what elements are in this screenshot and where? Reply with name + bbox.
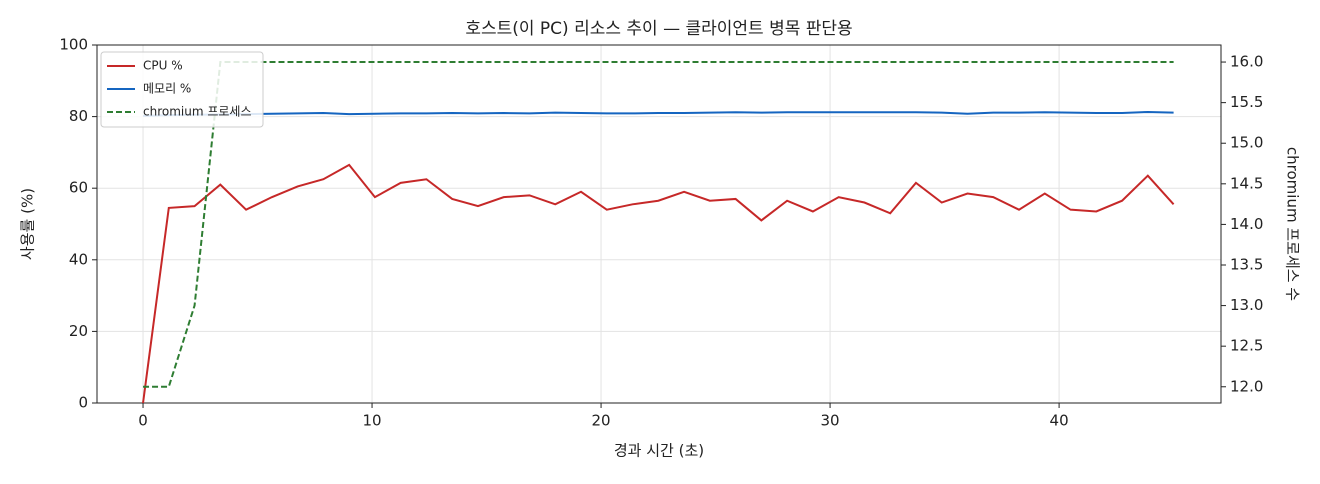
y-axis-label: 사용률 (%) — [19, 188, 37, 260]
y2-tick-label: 14.0 — [1230, 215, 1263, 233]
y-tick-label: 40 — [69, 250, 88, 268]
plot-frame — [96, 44, 1222, 404]
y-tick-label: 0 — [78, 394, 88, 412]
x-tick-label: 40 — [1050, 412, 1069, 430]
y2-tick-label: 12.0 — [1230, 377, 1263, 395]
y-tick-label: 80 — [69, 107, 88, 125]
series-line — [143, 110, 1174, 117]
y2-tick-label: 14.5 — [1230, 174, 1263, 192]
legend-label: 메모리 % — [143, 82, 191, 96]
legend-label: chromium 프로세스 — [143, 105, 252, 119]
legend-box — [100, 51, 264, 128]
legend-label: CPU % — [143, 59, 183, 73]
x-tick-label: 10 — [362, 412, 381, 430]
y2-tick-label: 13.0 — [1230, 296, 1263, 314]
y2-tick-label: 12.5 — [1230, 337, 1263, 355]
y2-tick-label: 15.0 — [1230, 134, 1263, 152]
x-axis-label: 경과 시간 (초) — [614, 442, 704, 460]
y2-tick-label: 13.5 — [1230, 255, 1263, 273]
y2-tick-label: 15.5 — [1230, 93, 1263, 111]
y-tick-label: 20 — [69, 322, 88, 340]
series-line — [142, 163, 1175, 404]
y2-axis-label: chromium 프로세스 수 — [1284, 147, 1302, 301]
series-line — [143, 61, 1174, 388]
y-tick-label: 100 — [59, 36, 88, 54]
x-tick-label: 20 — [592, 412, 611, 430]
y2-tick-label: 16.0 — [1230, 53, 1263, 71]
chart-title: 호스트(이 PC) 리소스 추이 — 클라이언트 병목 판단용 — [465, 19, 852, 39]
y-tick-label: 60 — [69, 179, 88, 197]
x-tick-label: 30 — [821, 412, 840, 430]
x-tick-label: 0 — [138, 412, 148, 430]
